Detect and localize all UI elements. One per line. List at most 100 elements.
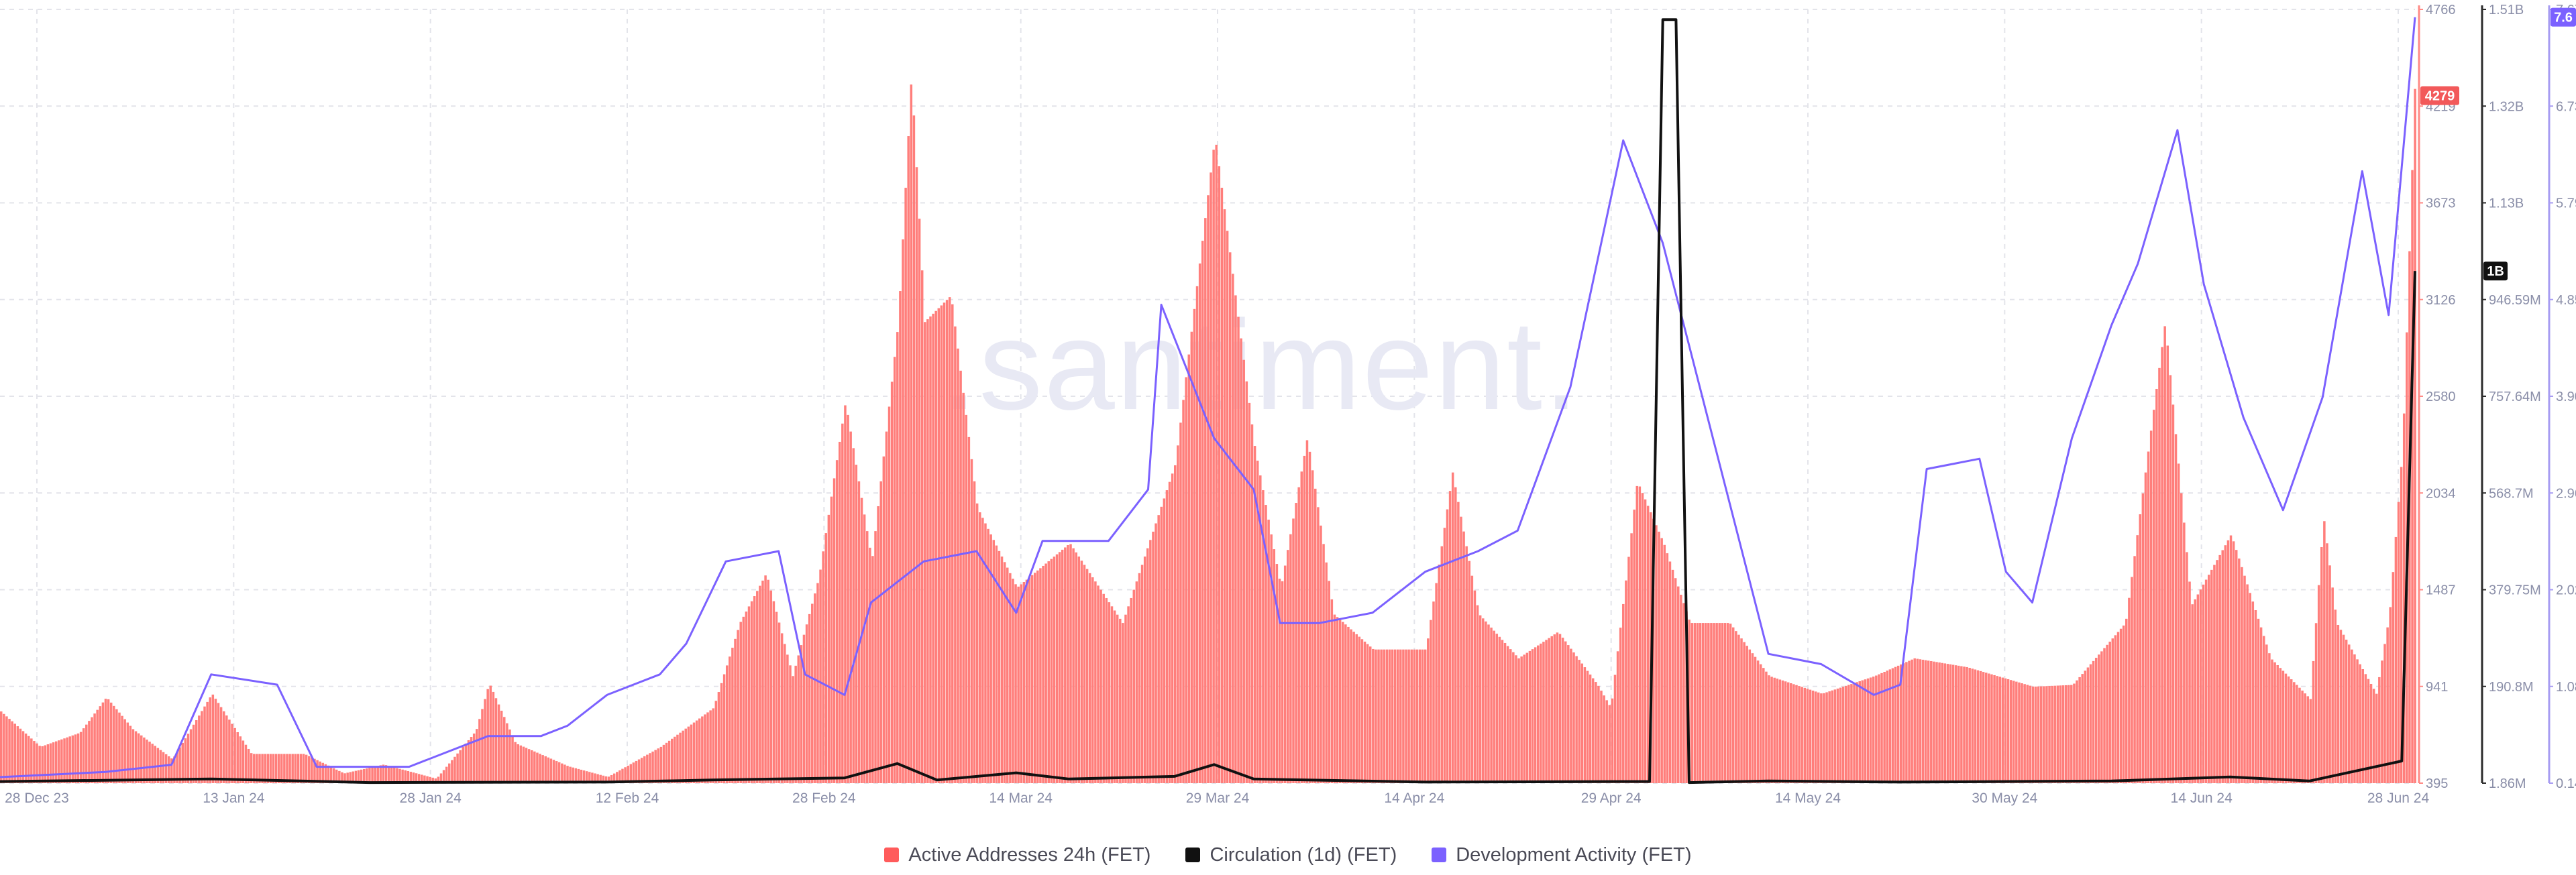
active-addresses-bar bbox=[2345, 640, 2348, 783]
active-addresses-bar bbox=[2284, 673, 2288, 783]
active-addresses-bar bbox=[890, 382, 894, 783]
active-addresses-bar bbox=[692, 722, 696, 783]
legend-item-circulation[interactable]: Circulation (1d) (FET) bbox=[1185, 844, 1397, 866]
active-addresses-bar bbox=[442, 770, 445, 783]
active-addresses-bar bbox=[1438, 565, 1440, 783]
active-addresses-bar bbox=[192, 724, 195, 783]
active-addresses-bar bbox=[508, 730, 511, 783]
active-addresses-bar bbox=[1580, 663, 1584, 783]
active-addresses-bar bbox=[1262, 490, 1265, 783]
active-addresses-bar bbox=[1228, 252, 1232, 783]
active-addresses-bar bbox=[2018, 682, 2021, 783]
active-addresses-bar bbox=[1622, 603, 1625, 783]
active-addresses-bar bbox=[2265, 644, 2268, 783]
active-addresses-bar bbox=[2059, 685, 2062, 783]
active-addresses-bar bbox=[1713, 623, 1715, 783]
active-addresses-bar bbox=[21, 731, 25, 783]
active-addresses-bar bbox=[1949, 664, 1952, 783]
active-addresses-bar bbox=[464, 743, 468, 783]
active-addresses-bar bbox=[1663, 544, 1666, 783]
axis-layer: 39594114872034258031263673421947661.86M1… bbox=[2418, 3, 2576, 791]
active-addresses-bar bbox=[2348, 644, 2351, 783]
active-addresses-bar bbox=[1297, 487, 1300, 783]
active-addresses-bar bbox=[476, 729, 478, 783]
active-addresses-bar bbox=[1143, 557, 1146, 783]
active-addresses-bar bbox=[651, 751, 654, 783]
active-addresses-bar bbox=[1495, 634, 1499, 783]
active-addresses-bar bbox=[610, 774, 613, 783]
active-addresses-bar bbox=[146, 740, 148, 783]
active-addresses-bar bbox=[1352, 632, 1355, 783]
active-addresses-bar bbox=[588, 772, 591, 783]
axis-circulation-tick-label: 1.13B bbox=[2489, 196, 2524, 211]
active-addresses-bar bbox=[2169, 375, 2172, 783]
active-addresses-bar bbox=[2037, 686, 2040, 783]
active-addresses-bar bbox=[654, 750, 657, 783]
active-addresses-bar bbox=[1988, 673, 1990, 783]
active-addresses-bar bbox=[1561, 638, 1564, 783]
active-addresses-bar bbox=[1957, 665, 1960, 783]
active-addresses-bar bbox=[1765, 671, 1768, 783]
axis-development-activity-tick-label: 2.967 bbox=[2556, 486, 2576, 501]
active-addresses-bar bbox=[2367, 679, 2370, 783]
active-addresses-bar bbox=[984, 523, 987, 783]
axis-active-addresses-tick-label: 4766 bbox=[2426, 3, 2456, 17]
active-addresses-bar bbox=[667, 740, 671, 783]
active-addresses-bar bbox=[429, 776, 431, 783]
active-addresses-bar bbox=[602, 775, 605, 783]
active-addresses-bar bbox=[1157, 515, 1160, 783]
active-addresses-bar bbox=[2163, 326, 2166, 784]
active-addresses-bar bbox=[844, 405, 847, 783]
active-addresses-bar bbox=[1751, 653, 1754, 783]
active-addresses-bar bbox=[79, 732, 83, 783]
active-addresses-bar bbox=[1265, 505, 1267, 783]
active-addresses-bar bbox=[115, 709, 118, 783]
active-addresses-bar bbox=[1044, 563, 1047, 783]
active-addresses-bar bbox=[1025, 579, 1028, 783]
legend-item-development-activity[interactable]: Development Activity (FET) bbox=[1432, 844, 1692, 866]
active-addresses-bar bbox=[857, 481, 861, 783]
active-addresses-bar bbox=[1517, 658, 1520, 783]
active-addresses-bar bbox=[1050, 559, 1053, 783]
active-addresses-bar bbox=[1256, 461, 1259, 783]
active-addresses-bar bbox=[1432, 601, 1435, 783]
active-addresses-bar bbox=[1553, 634, 1556, 783]
active-addresses-bar bbox=[888, 406, 891, 783]
active-addresses-bar bbox=[266, 754, 270, 783]
active-addresses-bar bbox=[2287, 676, 2290, 783]
legend-item-active-addresses[interactable]: Active Addresses 24h (FET) bbox=[884, 844, 1150, 866]
active-addresses-bar bbox=[421, 774, 423, 783]
active-addresses-bar bbox=[1586, 670, 1589, 783]
active-addresses-bar bbox=[519, 745, 523, 783]
active-addresses-bar bbox=[981, 518, 984, 783]
axis-active-addresses-tick-label: 395 bbox=[2426, 776, 2448, 791]
active-addresses-bar bbox=[2317, 585, 2320, 783]
active-addresses-bar bbox=[1473, 590, 1477, 783]
active-addresses-bar bbox=[805, 624, 808, 783]
active-addresses-bar bbox=[1039, 568, 1042, 783]
active-addresses-bar bbox=[1195, 286, 1199, 783]
active-addresses-bar bbox=[797, 655, 800, 783]
active-addresses-bar bbox=[2326, 543, 2328, 783]
active-addresses-bar bbox=[2001, 677, 2004, 783]
active-addresses-bar bbox=[1735, 631, 1737, 783]
active-addresses-bar bbox=[2249, 593, 2251, 783]
active-addresses-bar bbox=[2309, 699, 2312, 783]
active-addresses-bar bbox=[536, 752, 539, 783]
active-addresses-bar bbox=[1666, 553, 1669, 783]
active-addresses-bar bbox=[1996, 676, 1998, 783]
active-addresses-bar bbox=[1179, 422, 1182, 783]
active-addresses-bar bbox=[313, 758, 316, 783]
active-addresses-bar bbox=[1567, 645, 1570, 783]
active-addresses-bar bbox=[1385, 649, 1389, 783]
active-addresses-bar bbox=[2204, 579, 2208, 783]
active-addresses-bar bbox=[835, 460, 839, 783]
active-addresses-bar bbox=[574, 768, 578, 783]
active-addresses-bar bbox=[2131, 577, 2133, 783]
active-addresses-bar bbox=[1778, 679, 1782, 783]
active-addresses-bar bbox=[750, 601, 753, 783]
active-addresses-bar bbox=[1823, 693, 1825, 783]
axis-active-addresses-tick-label: 2580 bbox=[2426, 390, 2456, 404]
active-addresses-bar bbox=[517, 744, 519, 783]
active-addresses-bar bbox=[302, 754, 305, 783]
